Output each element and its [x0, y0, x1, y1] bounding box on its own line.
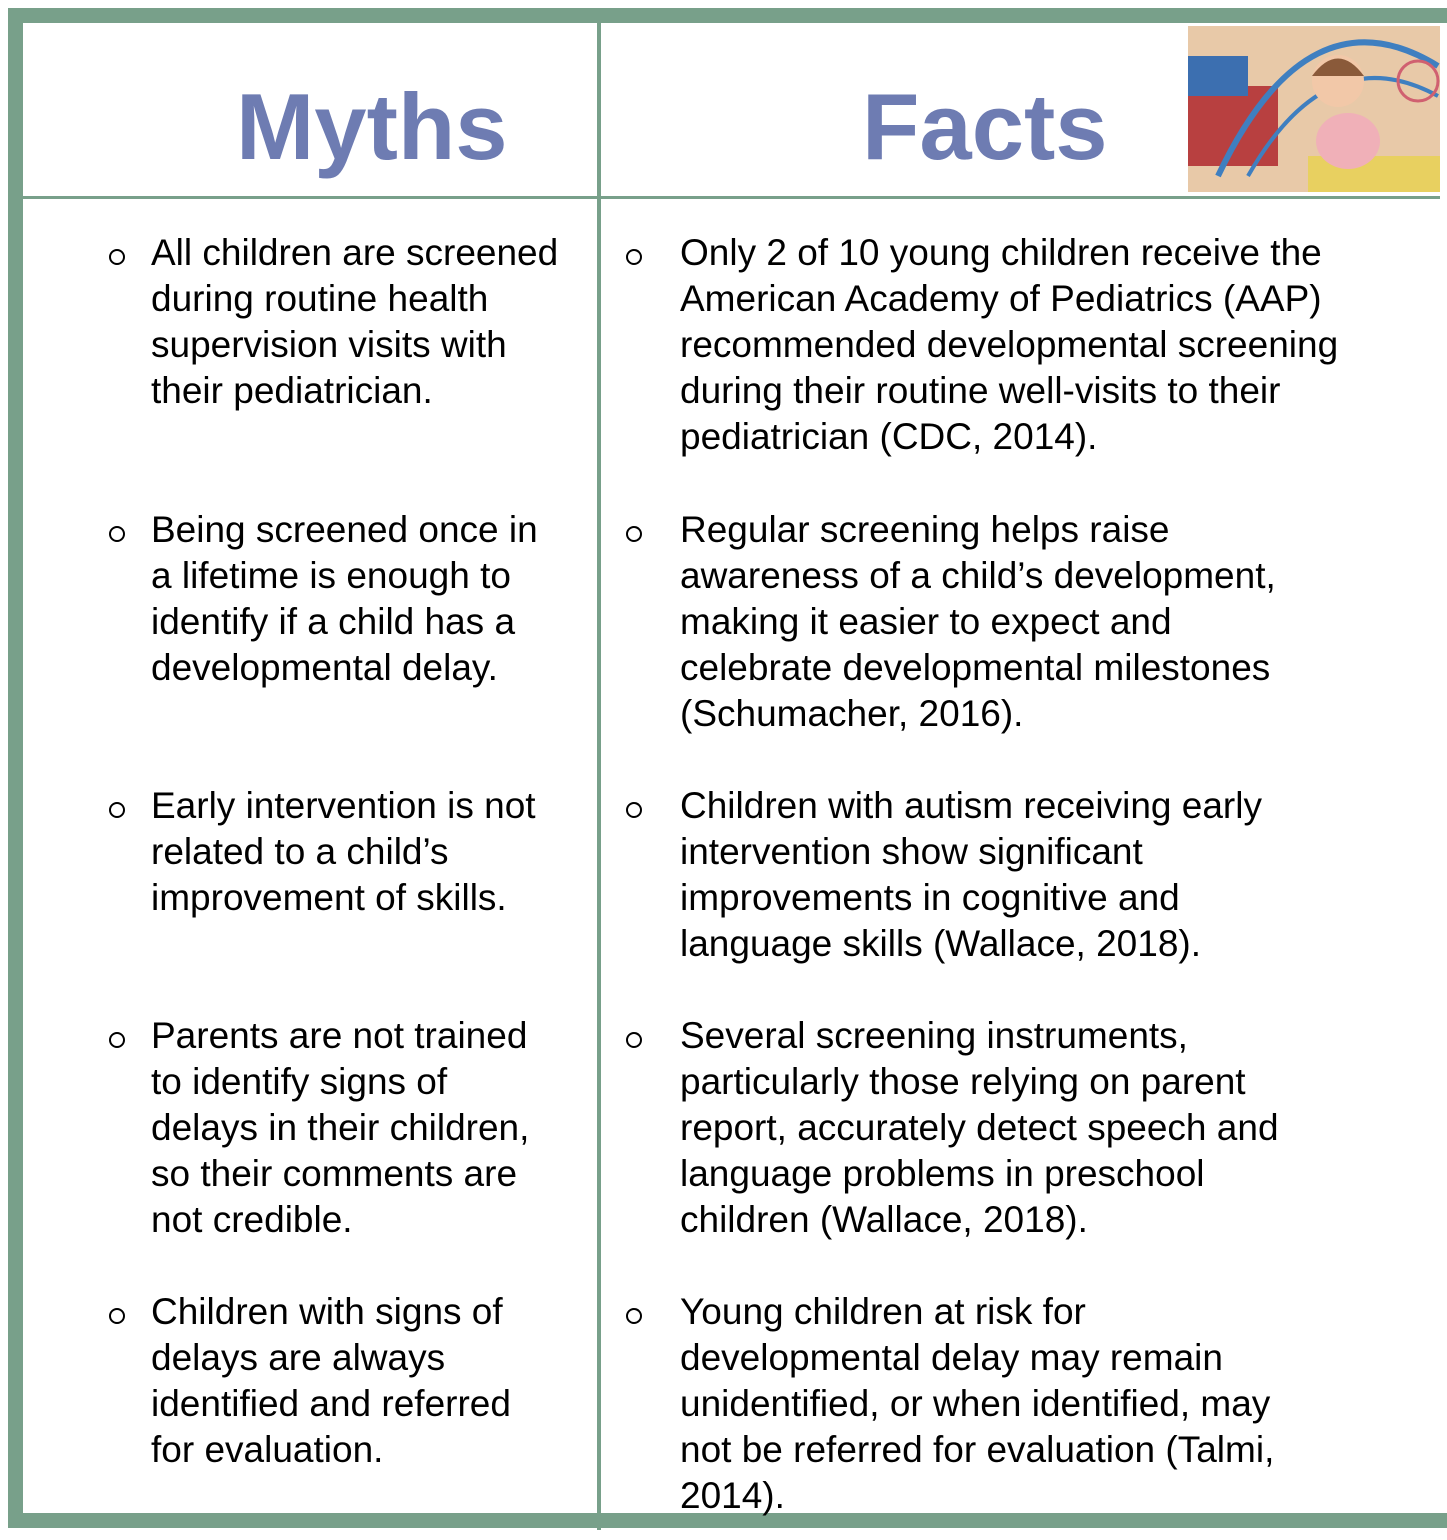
text-line: unidentified, or when identified, may	[680, 1381, 1362, 1427]
text-line: developmental delay may remain	[680, 1335, 1362, 1381]
text-line: Early intervention is not	[151, 783, 597, 829]
text-line: Regular screening helps raise	[680, 507, 1362, 553]
text-line: particularly those relying on parent	[680, 1059, 1362, 1105]
text-line: so their comments are	[151, 1151, 597, 1197]
text-line: identified and referred	[151, 1381, 597, 1427]
text-line: celebrate developmental milestones	[680, 645, 1362, 691]
text-line: to identify signs of	[151, 1059, 597, 1105]
bullet	[624, 1030, 644, 1050]
bullet	[107, 800, 127, 820]
text-line: Parents are not trained	[151, 1013, 597, 1059]
text-line: report, accurately detect speech and	[680, 1105, 1362, 1151]
text-line: not credible.	[151, 1197, 597, 1243]
text-line: developmental delay.	[151, 645, 597, 691]
text-line: language problems in preschool	[680, 1151, 1362, 1197]
bullet	[624, 247, 644, 267]
divider	[597, 10, 601, 1530]
text-line: Being screened once in	[151, 507, 597, 553]
fact-item: Several screening instruments,particular…	[680, 1013, 1362, 1243]
text-line: improvements in cognitive and	[680, 875, 1362, 921]
bullet	[624, 1306, 644, 1326]
text-line: during routine health	[151, 276, 597, 322]
myths-title: Myths	[236, 72, 508, 182]
photo	[1188, 26, 1440, 192]
text-line: American Academy of Pediatrics (AAP)	[680, 276, 1362, 322]
text-line: Children with signs of	[151, 1289, 597, 1335]
text-line: (Schumacher, 2016).	[680, 691, 1362, 737]
text-line: delays in their children,	[151, 1105, 597, 1151]
text-line: related to a child’s	[151, 829, 597, 875]
text-line: 2014).	[680, 1473, 1362, 1519]
text-line: supervision visits with	[151, 322, 597, 368]
bullet	[107, 524, 127, 544]
facts-title: Facts	[862, 72, 1108, 182]
text-line: for evaluation.	[151, 1427, 597, 1473]
bullet	[107, 247, 127, 267]
text-line: All children are screened	[151, 230, 597, 276]
bullet	[107, 1030, 127, 1050]
text-line: recommended developmental screening	[680, 322, 1362, 368]
text-line: pediatrician (CDC, 2014).	[680, 414, 1362, 460]
text-line: intervention show significant	[680, 829, 1362, 875]
text-line: identify if a child has a	[151, 599, 597, 645]
text-line: Several screening instruments,	[680, 1013, 1362, 1059]
text-line: Only 2 of 10 young children receive the	[680, 230, 1362, 276]
text-line: children (Wallace, 2018).	[680, 1197, 1362, 1243]
text-line: delays are always	[151, 1335, 597, 1381]
text-line: a lifetime is enough to	[151, 553, 597, 599]
text-line: Young children at risk for	[680, 1289, 1362, 1335]
text-line: making it easier to expect and	[680, 599, 1362, 645]
text-line: their pediatrician.	[151, 368, 597, 414]
text-line: language skills (Wallace, 2018).	[680, 921, 1362, 967]
text-line: Children with autism receiving early	[680, 783, 1362, 829]
text-line: awareness of a child’s development,	[680, 553, 1362, 599]
text-line: improvement of skills.	[151, 875, 597, 921]
text-line: not be referred for evaluation (Talmi,	[680, 1427, 1362, 1473]
page: Myths Facts All children are screeneddur…	[0, 0, 1447, 1540]
bullet	[624, 800, 644, 820]
bullet	[107, 1306, 127, 1326]
text-line: during their routine well-visits to thei…	[680, 368, 1362, 414]
bullet	[624, 524, 644, 544]
divider	[20, 196, 1440, 199]
